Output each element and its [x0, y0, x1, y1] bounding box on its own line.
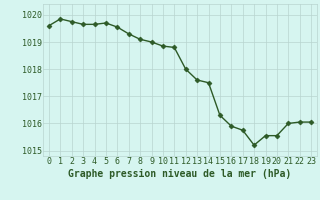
X-axis label: Graphe pression niveau de la mer (hPa): Graphe pression niveau de la mer (hPa): [68, 169, 292, 179]
